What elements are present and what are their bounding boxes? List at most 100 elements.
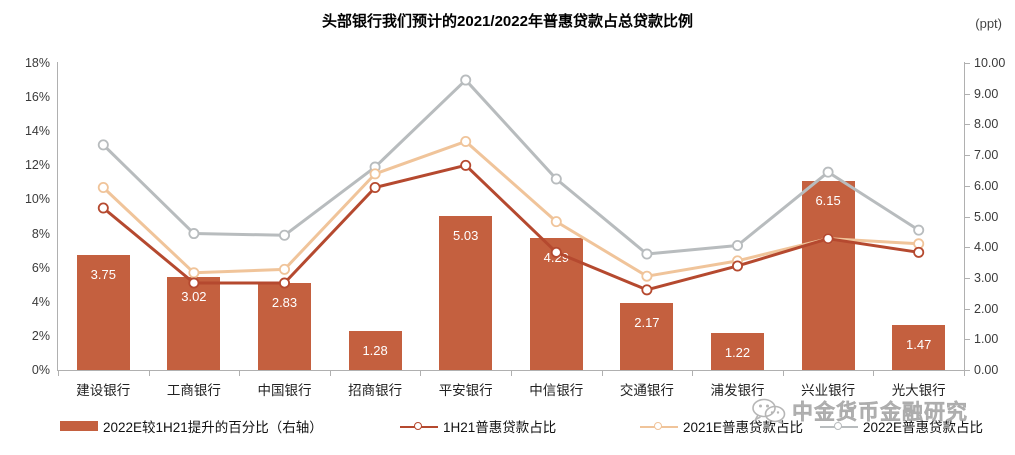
- right-axis-tickmark: [965, 186, 970, 187]
- legend-label: 2022E普惠贷款占比: [863, 420, 984, 435]
- line-marker[interactable]: [460, 135, 472, 147]
- right-axis-tickmark: [965, 278, 970, 279]
- right-axis-tickmark: [965, 63, 970, 64]
- line-path: [102, 139, 919, 278]
- line-marker[interactable]: [278, 263, 290, 275]
- right-axis-tickmark: [965, 124, 970, 125]
- legend-line-swatch: [640, 421, 678, 432]
- left-axis-tick-label: 14%: [24, 124, 50, 139]
- bar[interactable]: [167, 277, 221, 370]
- legend-line-marker: [414, 421, 422, 430]
- right-axis-tickmark: [965, 217, 970, 218]
- legend-label: 1H21普惠贷款占比: [443, 420, 557, 435]
- left-axis-line: [57, 62, 58, 371]
- line-marker[interactable]: [732, 255, 744, 267]
- bar[interactable]: [801, 181, 855, 370]
- line-marker[interactable]: [641, 270, 653, 282]
- category-label: 中国银行: [257, 383, 312, 398]
- legend-label: 2021E普惠贷款占比: [683, 420, 804, 435]
- line-marker[interactable]: [822, 166, 834, 178]
- line-marker[interactable]: [550, 173, 562, 185]
- line-marker[interactable]: [913, 224, 925, 236]
- category-label: 招商银行: [348, 383, 403, 398]
- legend-line-swatch: [400, 421, 438, 432]
- left-axis-tick-label: 10%: [24, 192, 50, 207]
- category-label: 浦发银行: [710, 383, 765, 398]
- line-marker[interactable]: [641, 248, 653, 260]
- line-marker[interactable]: [97, 182, 109, 194]
- line-marker[interactable]: [460, 159, 472, 171]
- line-marker[interactable]: [97, 202, 109, 214]
- category-tickmark: [239, 371, 240, 376]
- line-marker[interactable]: [369, 182, 381, 194]
- right-axis-tick-label: 4.00: [974, 240, 999, 255]
- bar[interactable]: [76, 254, 130, 370]
- line-marker[interactable]: [641, 284, 653, 296]
- line-marker[interactable]: [369, 168, 381, 180]
- line-marker[interactable]: [550, 216, 562, 228]
- right-axis-tick-label: 1.00: [974, 332, 999, 347]
- category-tickmark: [692, 371, 693, 376]
- left-axis-tick-label: 2%: [31, 328, 50, 343]
- right-axis-tick-label: 2.00: [974, 301, 999, 316]
- bar[interactable]: [348, 330, 402, 370]
- bar[interactable]: [620, 303, 674, 370]
- right-axis-tickmark: [965, 94, 970, 95]
- category-label: 工商银行: [166, 383, 221, 398]
- left-axis-tick-label: 16%: [24, 90, 50, 105]
- line-marker[interactable]: [278, 229, 290, 241]
- line-marker[interactable]: [188, 267, 200, 279]
- bar[interactable]: [892, 324, 946, 370]
- legend-item[interactable]: 1H21普惠贷款占比: [400, 415, 556, 437]
- bar[interactable]: [439, 215, 493, 370]
- legend-line-swatch: [820, 421, 858, 432]
- bar[interactable]: [258, 283, 311, 370]
- left-axis-tick-label: 12%: [24, 158, 50, 173]
- chart-title: 头部银行我们预计的2021/2022年普惠贷款占总贷款比例: [322, 13, 693, 30]
- right-axis-tick-label: 7.00: [974, 148, 999, 163]
- category-label: 光大银行: [891, 383, 946, 398]
- legend-item[interactable]: 2022E普惠贷款占比: [820, 415, 983, 437]
- line-marker[interactable]: [732, 260, 744, 272]
- right-axis-tick-label: 10.00: [974, 56, 1006, 70]
- right-axis-tick-label: 3.00: [974, 270, 999, 285]
- left-axis-tick-label: 18%: [24, 56, 50, 70]
- line-marker[interactable]: [913, 238, 925, 250]
- legend-label: 2022E较1H21提升的百分比（右轴）: [103, 420, 323, 435]
- line-marker[interactable]: [732, 239, 744, 251]
- right-axis-tick-label: 6.00: [974, 178, 999, 193]
- category-tickmark: [149, 371, 150, 376]
- right-axis-tick-label: 0.00: [974, 363, 999, 377]
- left-axis-tick-label: 4%: [31, 294, 50, 309]
- line-marker[interactable]: [913, 246, 925, 258]
- line-marker[interactable]: [188, 228, 200, 240]
- right-axis-tickmark: [965, 339, 970, 340]
- line-marker[interactable]: [369, 161, 381, 173]
- right-axis-tickmark: [965, 247, 970, 248]
- right-axis-tickmark: [965, 370, 970, 371]
- category-label: 交通银行: [619, 383, 674, 398]
- category-tickmark: [58, 371, 59, 376]
- line-marker[interactable]: [97, 139, 109, 151]
- category-tickmark: [964, 371, 965, 376]
- line-series: [97, 74, 925, 260]
- left-axis-tick-label: 0%: [31, 363, 50, 377]
- category-tickmark: [420, 371, 421, 376]
- left-axis-tick-label: 6%: [31, 260, 50, 275]
- line-series: [97, 159, 925, 296]
- legend-item[interactable]: 2021E普惠贷款占比: [640, 415, 803, 437]
- bar[interactable]: [711, 332, 764, 370]
- category-tickmark: [783, 371, 784, 376]
- category-axis-line: [57, 370, 965, 371]
- right-axis-tick-label: 9.00: [974, 86, 999, 101]
- legend-item[interactable]: 2022E较1H21提升的百分比（右轴）: [60, 415, 323, 437]
- line-series: [97, 135, 925, 282]
- category-tickmark: [873, 371, 874, 376]
- category-label: 兴业银行: [801, 383, 856, 398]
- category-tickmark: [330, 371, 331, 376]
- line-marker[interactable]: [460, 74, 472, 86]
- bar[interactable]: [529, 238, 583, 370]
- category-tickmark: [602, 371, 603, 376]
